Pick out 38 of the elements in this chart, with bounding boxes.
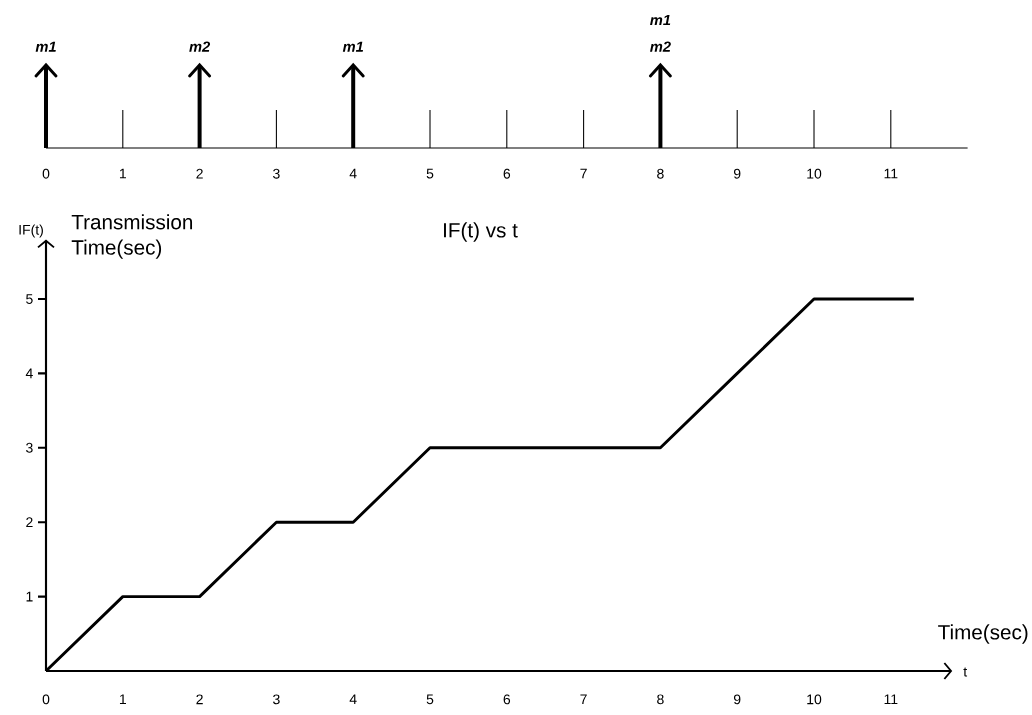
- text: IF(t): [19, 224, 43, 238]
- x-tick-label: 4: [349, 694, 357, 705]
- x-tick-label: 9: [733, 694, 741, 705]
- text: t: [963, 667, 968, 677]
- x-tick-label: 0: [42, 168, 50, 179]
- x-tick-label: 1: [119, 168, 126, 179]
- x-tick-label: 10: [807, 168, 822, 179]
- text: m1: [35, 41, 56, 52]
- x-tick-label: 0: [42, 694, 50, 705]
- x-tick-label: 8: [657, 694, 664, 705]
- y-axis-title: Transmission Time(sec): [71, 214, 193, 259]
- x-tick-label: 5: [426, 694, 434, 705]
- x-tick-label: 11: [884, 694, 898, 705]
- x-tick-label: 7: [580, 694, 587, 705]
- y-tick-label: 3: [26, 442, 33, 453]
- x-tick-label: 10: [807, 694, 822, 705]
- x-tick-label: 4: [349, 168, 357, 179]
- y-tick-label: 1: [26, 591, 33, 602]
- x-axis-title: Time(sec): [938, 624, 1028, 644]
- x-tick-label: 1: [119, 694, 126, 705]
- x-tick-label: 6: [503, 694, 511, 705]
- x-tick-label: 2: [196, 168, 203, 179]
- x-tick-label: 3: [273, 694, 280, 705]
- x-tick-label: 3: [273, 168, 280, 179]
- x-tick-label: 2: [196, 694, 203, 705]
- x-tick-label: 9: [733, 168, 741, 179]
- y-tick-label: 5: [26, 294, 33, 304]
- text: m1: [342, 41, 363, 52]
- x-tick-label: 8: [657, 168, 664, 179]
- y-tick-label: 4: [25, 368, 33, 379]
- y-tick-label: 2: [26, 517, 33, 528]
- x-tick-label: 7: [580, 168, 587, 179]
- chart-title: IF(t) vs t: [444, 222, 518, 242]
- x-tick-label: 6: [503, 168, 511, 179]
- x-tick-label: 5: [426, 168, 434, 179]
- text: m1 m2: [650, 14, 671, 52]
- x-tick-label: 11: [884, 168, 898, 179]
- text: m2: [189, 41, 211, 52]
